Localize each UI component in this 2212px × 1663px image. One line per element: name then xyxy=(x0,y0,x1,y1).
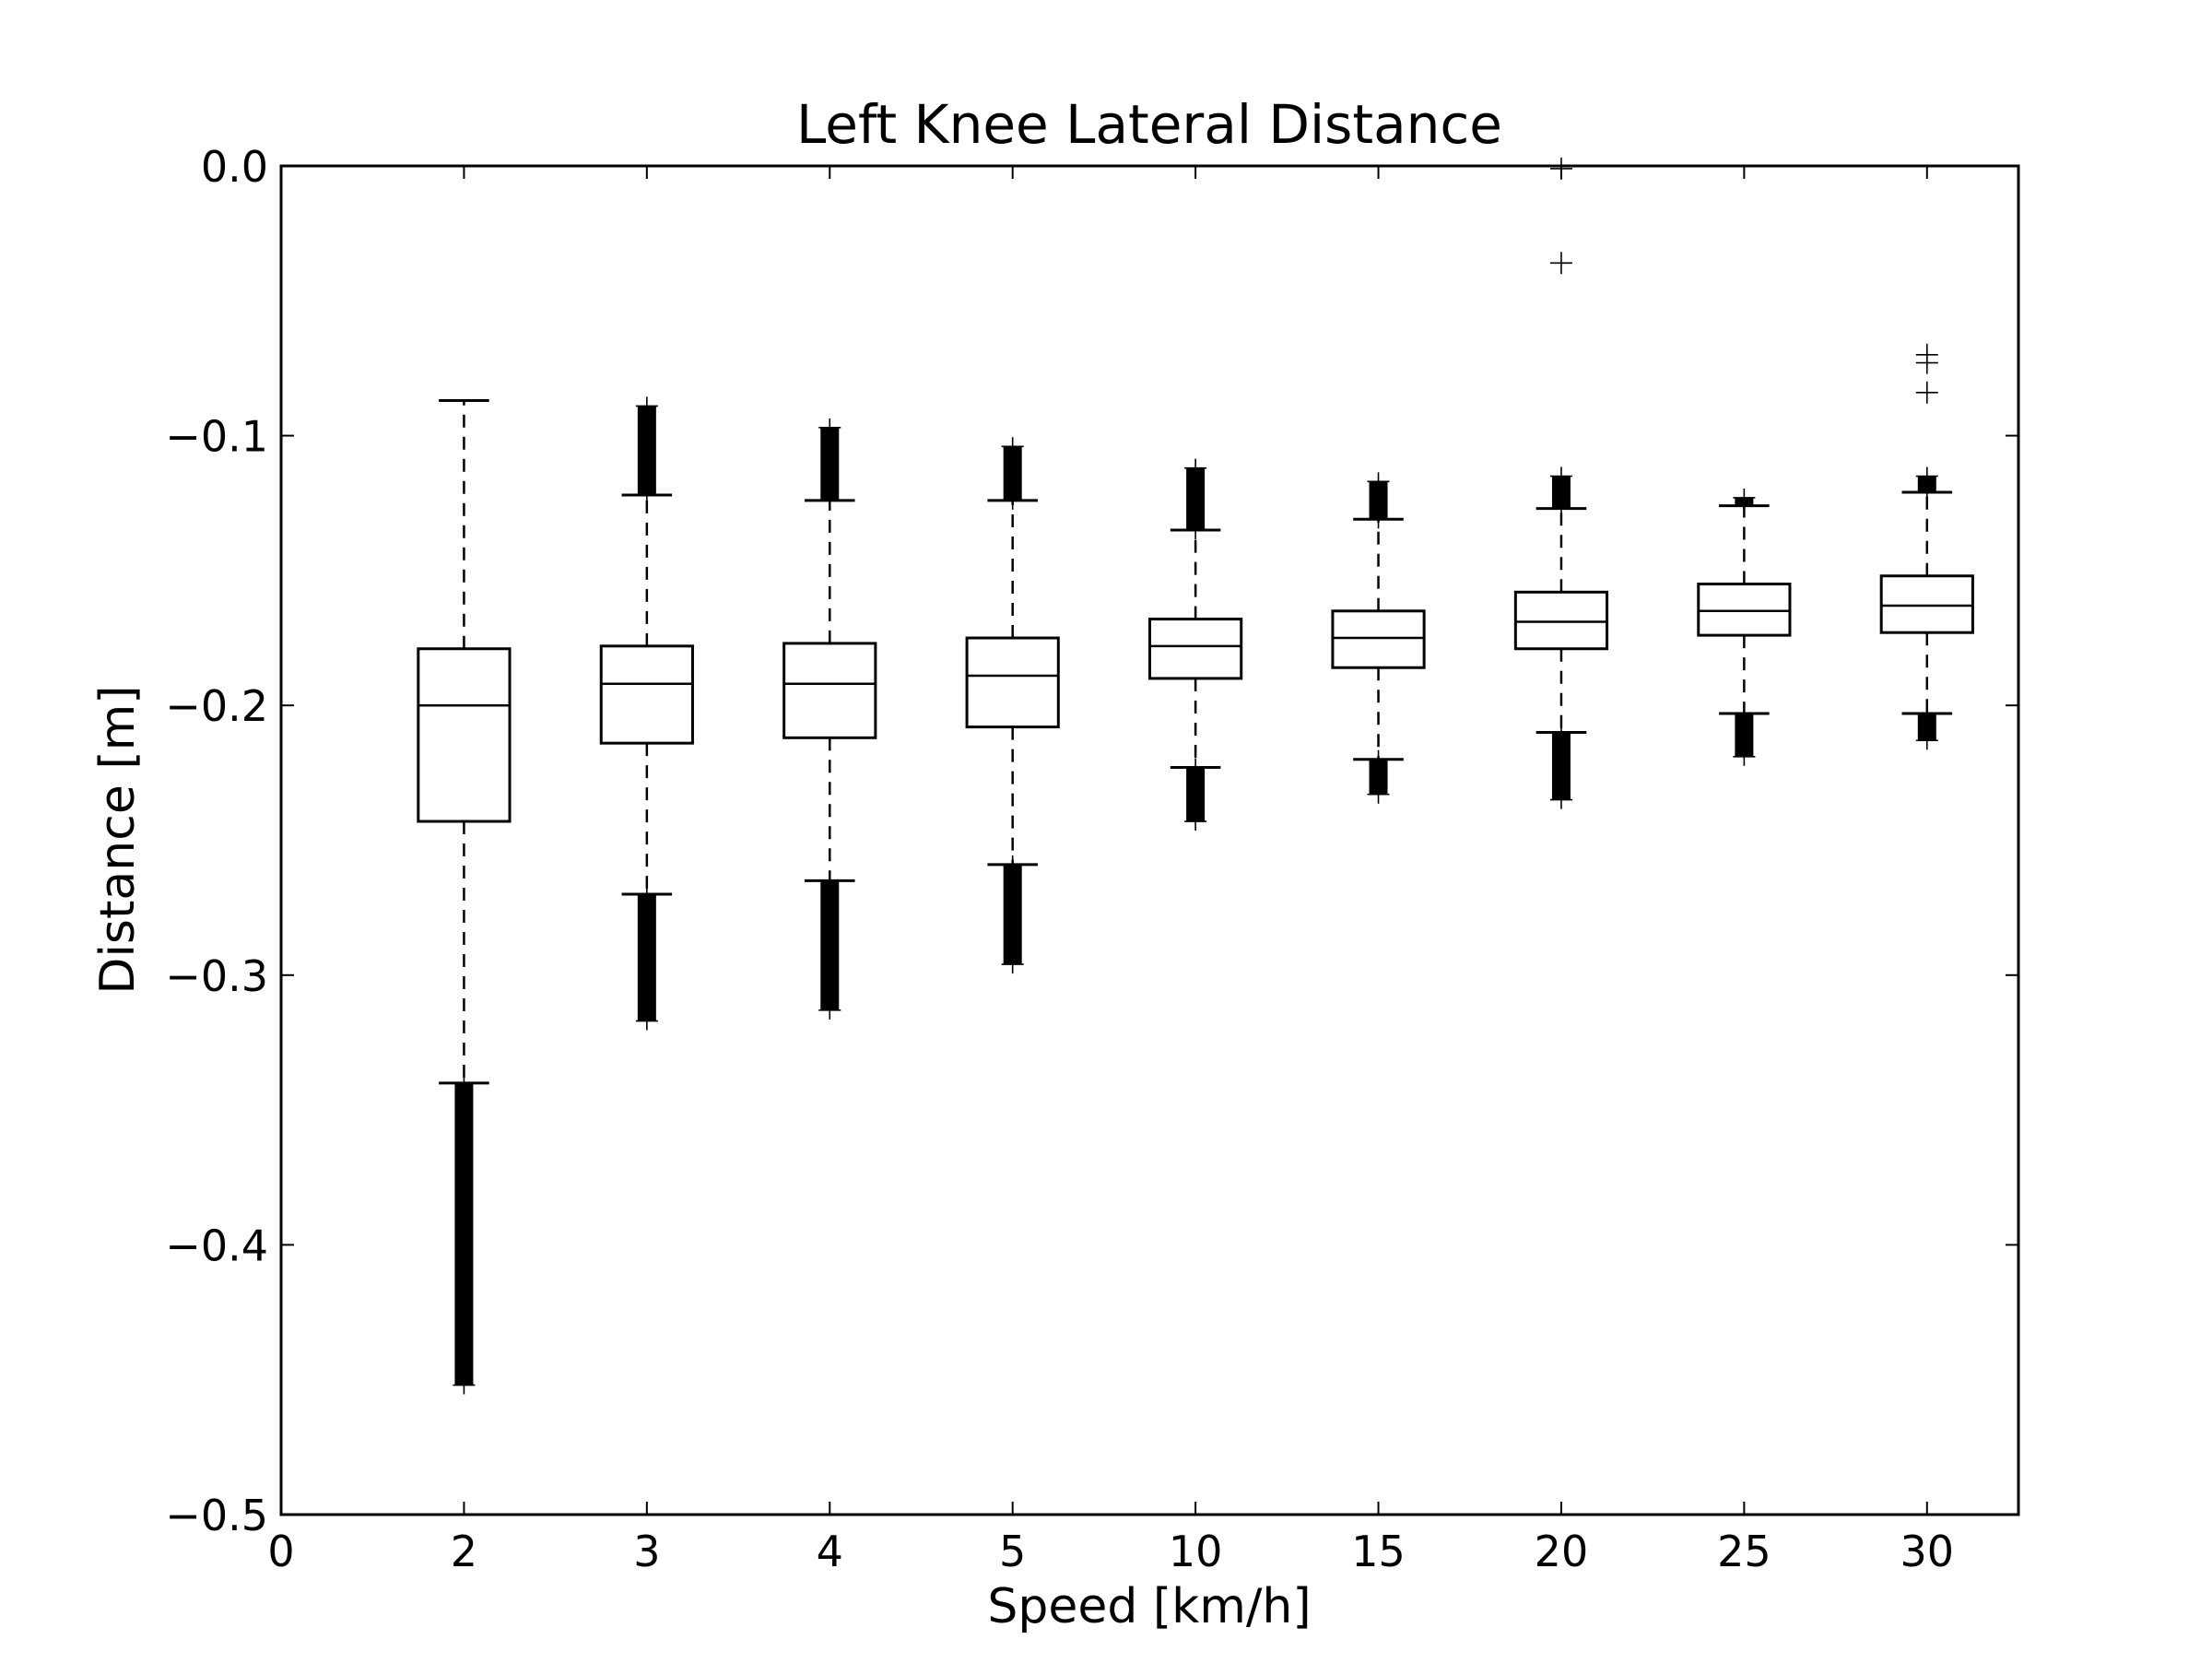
x-tick-label: 15 xyxy=(1351,1527,1406,1576)
box-5 xyxy=(965,437,1060,974)
x-tick-label: 4 xyxy=(817,1527,843,1576)
box-iqr xyxy=(1331,609,1426,669)
box-15 xyxy=(1331,472,1426,804)
x-tick-label: 2 xyxy=(451,1527,477,1576)
box-10 xyxy=(1148,458,1243,832)
box-iqr xyxy=(1879,574,1974,634)
y-tick-label: 0.0 xyxy=(201,142,268,192)
x-tick-label: 20 xyxy=(1535,1527,1589,1576)
box-4 xyxy=(782,418,877,1020)
x-tick-label: 10 xyxy=(1169,1527,1223,1576)
box-iqr xyxy=(1697,583,1792,637)
y-tick-label: −0.3 xyxy=(165,951,268,1001)
x-axis-label: Speed [km/h] xyxy=(987,1579,1311,1634)
box-iqr xyxy=(1148,618,1243,680)
x-tick-label: 5 xyxy=(999,1527,1026,1576)
x-tick-label: 30 xyxy=(1900,1527,1955,1576)
plot-frame xyxy=(279,164,2020,1516)
x-tick-label: 0 xyxy=(267,1527,294,1576)
x-tick-label: 3 xyxy=(633,1527,660,1576)
box-25 xyxy=(1697,488,1792,766)
y-tick-label: −0.5 xyxy=(165,1491,268,1540)
box-20 xyxy=(1513,157,1609,809)
box-2 xyxy=(417,399,512,1395)
y-tick-label: −0.1 xyxy=(165,412,268,462)
chart-title: Left Knee Lateral Distance xyxy=(796,93,1502,156)
y-tick-label: −0.2 xyxy=(165,681,268,731)
box-iqr xyxy=(782,642,877,739)
y-axis-label: Distance [m] xyxy=(90,685,146,994)
box-iqr xyxy=(599,644,694,745)
box-iqr xyxy=(965,636,1060,729)
x-tick-label: 25 xyxy=(1717,1527,1771,1576)
box-iqr xyxy=(417,647,512,823)
box-3 xyxy=(599,396,694,1031)
box-30 xyxy=(1879,343,1974,750)
box-iqr xyxy=(1513,590,1609,651)
y-tick-label: −0.4 xyxy=(165,1221,268,1270)
